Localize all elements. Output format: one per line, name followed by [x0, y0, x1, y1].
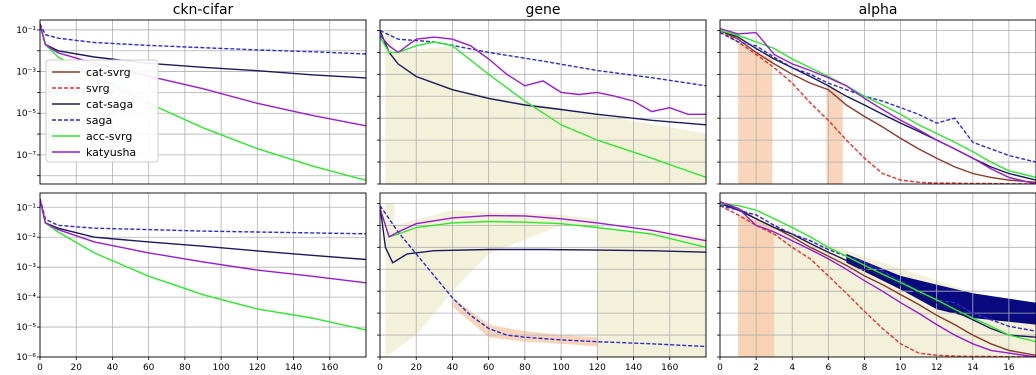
y-tick-label: 10⁻³: [16, 263, 36, 273]
legend-label-acc-svrg: acc-svrg: [86, 130, 132, 143]
series-cat-saga: [380, 30, 706, 126]
confidence-band: [385, 203, 706, 357]
series-katyusha: [380, 34, 706, 116]
x-tick-label: 100: [213, 363, 230, 373]
chart-panel-5: 0 2 4 6 8 10 12 14 16: [717, 192, 1036, 373]
y-tick-label: 10⁻⁶: [16, 353, 36, 363]
x-tick-label: 12: [931, 363, 942, 373]
y-tick-label: 10⁻¹: [16, 26, 36, 36]
chart-panel-3: 10⁻¹ 10⁻² 10⁻³ 10⁻⁴ 10⁻⁵ 10⁻⁶0 20 40 60 80 100 120 1…: [16, 192, 367, 373]
series-saga: [720, 31, 1036, 163]
series-acc-svrg: [720, 29, 1036, 179]
x-tick-label: 8: [862, 363, 868, 373]
legend-label-katyusha: katyusha: [86, 146, 136, 159]
chart-title: gene: [526, 2, 561, 18]
series-cat-saga: [380, 205, 706, 264]
plot-frame: [39, 19, 367, 185]
chart-panel-0: ckn-cifar10⁻¹10⁻³10⁻⁵10⁻⁷cat-svrgsvrgcat…: [16, 2, 367, 185]
y-tick-label: 10⁻⁵: [16, 323, 36, 333]
y-tick-label: 10⁻³: [16, 68, 36, 78]
x-tick-label: 140: [285, 363, 302, 373]
x-tick-label: 120: [589, 363, 606, 373]
series-saga: [380, 29, 706, 87]
legend-label-cat-saga: cat-saga: [86, 98, 133, 111]
x-tick-label: 60: [143, 363, 155, 373]
series-cat-saga: [720, 202, 1036, 338]
series-cat-svrg: [720, 29, 1036, 183]
y-tick-label: 10⁻¹: [16, 203, 36, 213]
series-acc-svrg: [40, 199, 366, 331]
series-acc-svrg: [720, 202, 1036, 343]
plot-frame: [379, 19, 707, 185]
x-tick-label: 10: [895, 363, 907, 373]
series-saga: [40, 23, 366, 55]
plot-frame: [719, 192, 1036, 358]
legend-label-cat-svrg: cat-svrg: [86, 66, 131, 79]
x-tick-label: 120: [249, 363, 266, 373]
legend-label-svrg: svrg: [86, 82, 110, 95]
x-tick-label: 20: [70, 363, 82, 373]
confidence-band: [846, 253, 1036, 325]
confidence-band: [826, 83, 843, 184]
y-tick-label: 10⁻⁷: [16, 151, 36, 161]
plot-frame: [719, 19, 1036, 185]
x-tick-label: 16: [1003, 363, 1015, 373]
x-tick-label: 160: [661, 363, 678, 373]
x-tick-label: 140: [625, 363, 642, 373]
x-tick-label: 0: [377, 363, 383, 373]
legend-label-saga: saga: [86, 114, 112, 127]
chart-panel-2: alpha: [717, 2, 1036, 185]
x-tick-label: 0: [37, 363, 43, 373]
x-tick-label: 40: [447, 363, 459, 373]
series-katyusha: [720, 28, 1036, 184]
x-tick-label: 20: [410, 363, 422, 373]
plot-frame: [379, 192, 707, 358]
x-tick-label: 80: [519, 363, 531, 373]
x-tick-label: 60: [483, 363, 495, 373]
x-tick-label: 40: [107, 363, 119, 373]
legend: cat-svrg svrg cat-saga saga acc-svrg katyusha: [45, 59, 159, 163]
series-acc-svrg: [380, 36, 706, 179]
x-tick-label: 100: [553, 363, 570, 373]
series-katyusha: [40, 199, 366, 284]
x-tick-label: 160: [321, 363, 338, 373]
series-svrg: [720, 204, 1036, 357]
chart-title: ckn-cifar: [173, 2, 234, 18]
series-saga: [720, 204, 1036, 332]
y-tick-label: 10⁻⁴: [16, 293, 36, 303]
x-tick-label: 0: [717, 363, 723, 373]
series-saga: [380, 205, 706, 348]
x-tick-label: 80: [179, 363, 191, 373]
series-katyusha: [380, 208, 706, 242]
x-tick-label: 2: [753, 363, 759, 373]
chart-title: alpha: [859, 2, 898, 18]
plot-area: [40, 193, 366, 357]
chart-panel-4: 0 20 40 60 80 100 120 140 160: [377, 192, 707, 373]
confidence-band: [738, 41, 773, 184]
x-tick-label: 6: [825, 363, 831, 373]
chart-panel-1: gene: [377, 2, 707, 185]
series-acc-svrg: [380, 208, 706, 248]
y-tick-label: 10⁻⁵: [16, 109, 36, 119]
x-tick-label: 4: [789, 363, 795, 373]
plot-frame: [39, 192, 367, 358]
series-katyusha: [720, 201, 1036, 357]
series-svrg: [720, 29, 1036, 184]
series-saga: [40, 198, 366, 235]
x-tick-label: 14: [967, 363, 979, 373]
y-tick-label: 10⁻²: [16, 233, 36, 243]
